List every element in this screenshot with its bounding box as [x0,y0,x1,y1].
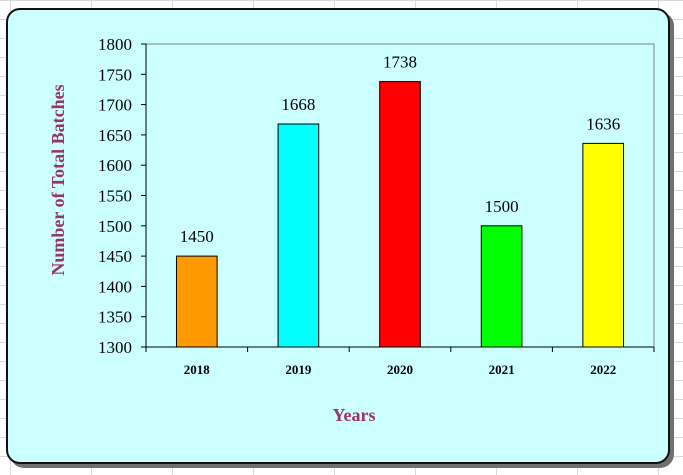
x-tick-label: 2022 [590,362,616,377]
y-tick-label: 1400 [98,277,132,296]
data-label-2020: 1738 [383,53,417,72]
y-tick-label: 1750 [98,65,132,84]
y-tick-label: 1700 [98,96,132,115]
bars-group [175,81,625,348]
x-tick-label: 2018 [184,362,211,377]
x-tick-label: 2021 [489,362,515,377]
y-tick-label: 1500 [98,217,132,236]
y-tick-label: 1800 [98,35,132,54]
y-tick-label: 1350 [98,308,132,327]
y-tick-label: 1600 [98,156,132,175]
data-label-2018: 1450 [180,227,214,246]
bar-2020[interactable] [379,81,421,348]
data-label-2019: 1668 [281,95,315,114]
bar-2018[interactable] [175,255,218,348]
data-label-2022: 1636 [586,114,620,133]
y-tick-label: 1450 [98,247,132,266]
y-axis-title: Number of Total Batches [48,84,68,275]
x-tick-label: 2020 [387,362,413,377]
bar-2022[interactable] [582,142,625,348]
y-tick-label: 1650 [98,126,132,145]
y-tick-label: 1550 [98,187,132,206]
bar-2021[interactable] [480,225,523,348]
y-axis-ticks: 1300 1350 1400 1450 1500 1550 1600 1650 1700 1750… [98,35,146,357]
x-axis-title: Years [333,405,376,425]
x-axis-ticks: 2018 2019 2020 2021 2022 [145,347,655,377]
x-tick-label: 2019 [285,362,312,377]
data-label-2021: 1500 [485,197,519,216]
data-labels-group: 1450 1668 1738 1500 1636 [180,53,620,247]
bar-2019[interactable] [277,123,320,348]
y-tick-label: 1300 [98,338,132,357]
